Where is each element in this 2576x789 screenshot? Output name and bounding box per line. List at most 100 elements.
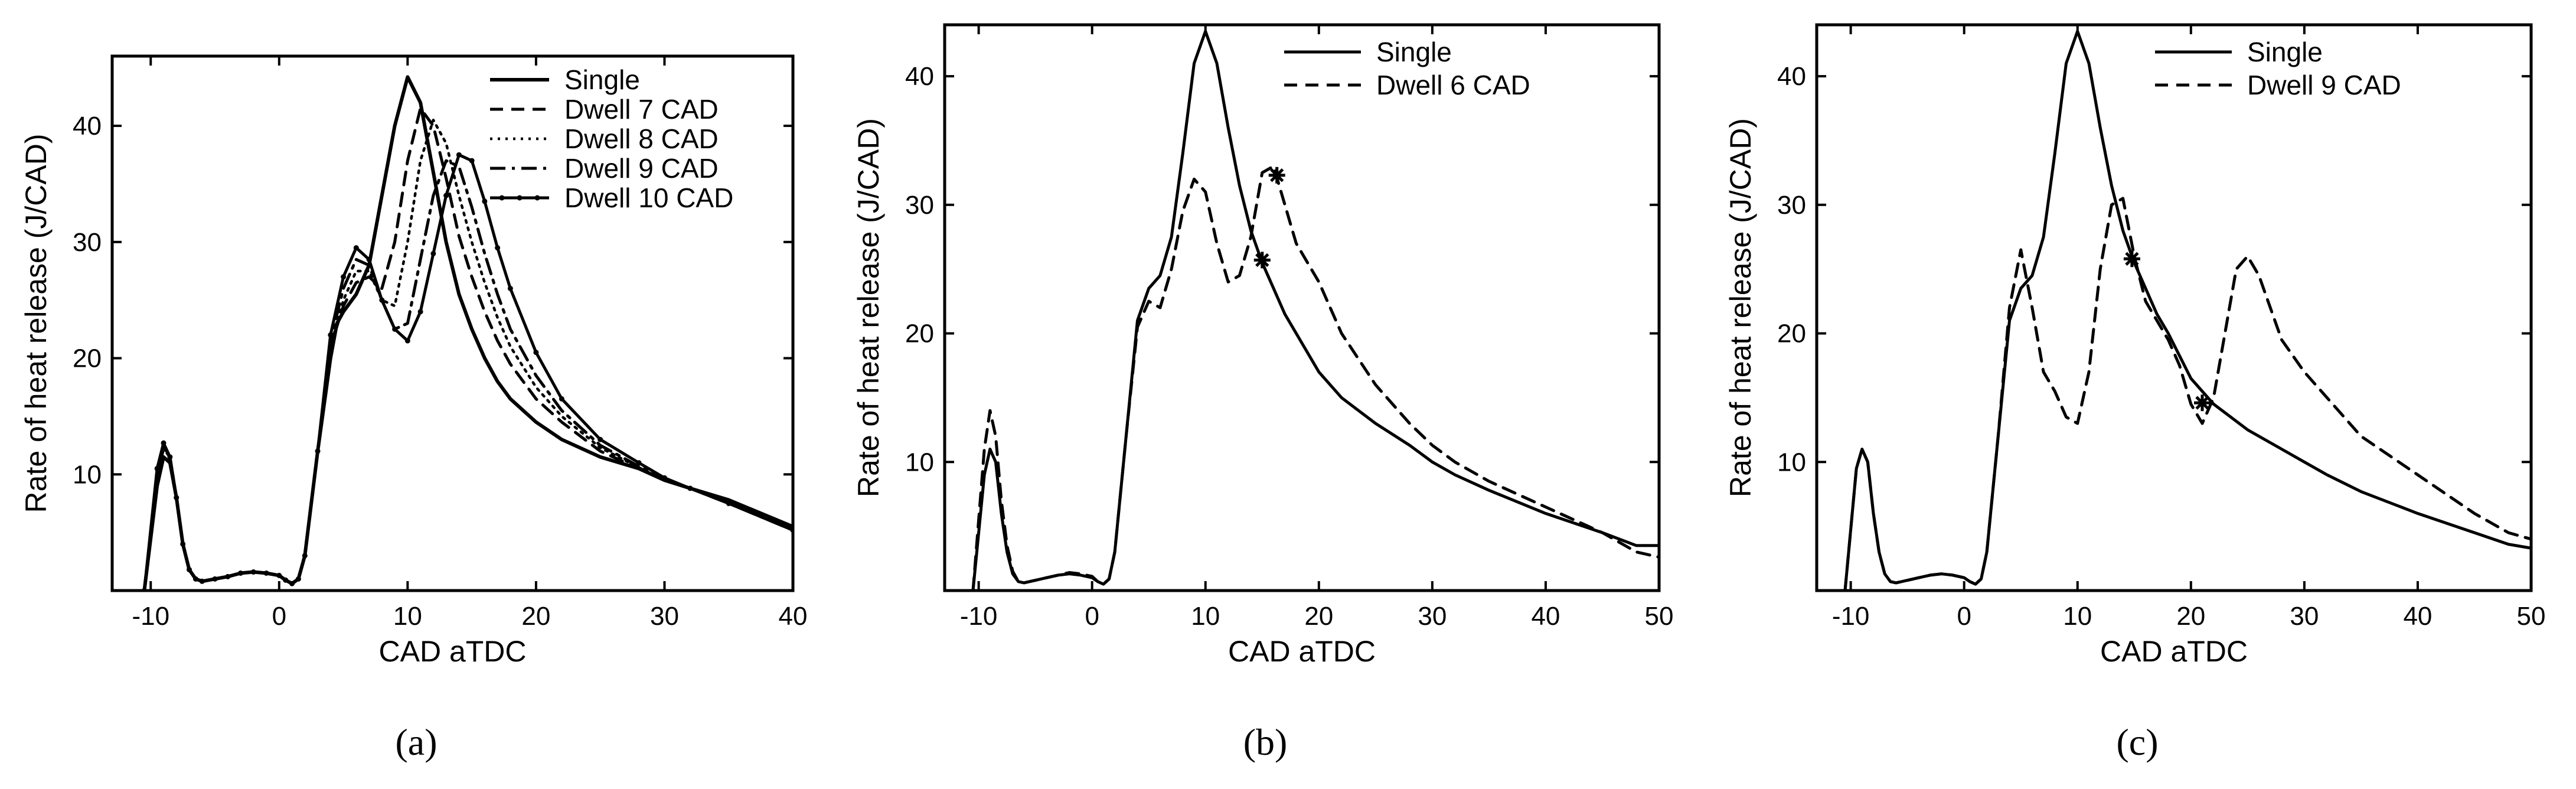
series-point	[250, 569, 256, 575]
y-tick-label: 40	[1777, 62, 1806, 91]
plot-frame	[1815, 23, 2533, 592]
series-point	[469, 158, 475, 164]
series-point	[141, 588, 147, 591]
legend-label-0: Single	[1376, 37, 1452, 67]
x-tick-label: 20	[1304, 602, 1333, 631]
legend-swatch-point	[499, 195, 505, 201]
x-tick-label: 0	[1957, 602, 1971, 631]
series-point	[790, 527, 793, 533]
plot-frame	[110, 54, 795, 592]
series-point	[661, 475, 667, 481]
series-point	[353, 245, 359, 251]
legend-label-1: Dwell 6 CAD	[1376, 70, 1530, 100]
y-axis-label: Rate of heat release (J/CAD)	[852, 118, 885, 497]
series-point	[180, 541, 186, 547]
panel-label: (b)	[1243, 721, 1288, 763]
series-point	[225, 573, 231, 579]
axis-ticks: -10 0 10 20 30 40 50 10 20 30 40	[1777, 25, 2545, 631]
panel-label: (a)	[395, 721, 437, 763]
axis-ticks: -10 0 10 20 30 40 50 10 20 30 40	[905, 25, 1673, 631]
x-tick-label: 20	[521, 602, 550, 631]
series-point	[559, 396, 564, 402]
plot-frame	[943, 23, 1661, 592]
series-line-1	[1843, 197, 2531, 591]
y-tick-label: 30	[905, 191, 934, 220]
y-axis-label: Rate of heat release (J/CAD)	[19, 134, 53, 513]
y-tick-label: 40	[73, 112, 102, 141]
x-tick-label: 10	[2063, 602, 2092, 631]
series-point	[238, 570, 244, 576]
x-tick-label: -10	[132, 602, 169, 631]
x-tick-label: 50	[2517, 602, 2546, 631]
series-line-0	[971, 30, 1659, 591]
y-tick-label: 10	[73, 460, 102, 489]
chart-panel-b: -10 0 10 20 30 40 50 10 20 30 40 CAD aTDC Rate of …	[852, 23, 1673, 763]
y-tick-label: 10	[905, 448, 934, 477]
y-tick-label: 30	[1777, 191, 1806, 220]
legend-label-4: Dwell 10 CAD	[564, 182, 733, 213]
x-tick-label: 40	[1531, 602, 1560, 631]
series-point	[430, 250, 436, 256]
series-point	[379, 297, 385, 303]
series-point	[341, 274, 347, 280]
legend-label-0: Single	[2247, 37, 2323, 67]
star-marker	[2194, 394, 2211, 412]
chart-panel-a: -10 0 10 20 30 40 10 20 30 40 CAD aTDC Rate of he…	[19, 54, 807, 763]
series-point	[726, 500, 732, 506]
series-point	[161, 440, 166, 446]
series-point	[404, 338, 410, 344]
y-tick-label: 20	[905, 319, 934, 348]
series-point	[289, 581, 295, 586]
legend-label-0: Single	[564, 64, 640, 95]
series-point	[174, 495, 179, 501]
y-axis-label: Rate of heat release (J/CAD)	[1724, 118, 1757, 497]
series-point	[495, 245, 501, 251]
star-marker	[1268, 167, 1285, 184]
x-tick-label: -10	[1832, 602, 1870, 631]
series-point	[295, 576, 301, 582]
series-point	[167, 454, 173, 460]
series-point	[199, 578, 205, 584]
x-tick-label: 20	[2176, 602, 2205, 631]
series-group	[971, 30, 1659, 591]
x-tick-label: 10	[393, 602, 422, 631]
series-point	[482, 198, 488, 204]
x-tick-label: 10	[1191, 602, 1220, 631]
y-tick-label: 20	[1777, 319, 1806, 348]
series-point	[392, 326, 398, 332]
legend-swatch-point	[517, 195, 523, 201]
star-marker	[1253, 252, 1271, 269]
x-axis-label: CAD aTDC	[2100, 635, 2248, 668]
x-tick-label: 40	[779, 602, 808, 631]
series-point	[276, 572, 282, 578]
series-point	[507, 285, 513, 291]
y-tick-label: 40	[905, 62, 934, 91]
x-tick-label: 30	[2290, 602, 2319, 631]
x-tick-label: 0	[272, 602, 286, 631]
markers-group	[2123, 250, 2211, 412]
panel-label: (c)	[2116, 721, 2158, 763]
x-axis-label: CAD aTDC	[1228, 635, 1376, 668]
series-point	[687, 485, 693, 491]
series-line-1	[971, 165, 1659, 591]
series-point	[328, 332, 334, 338]
series-point	[187, 567, 192, 573]
series-point	[192, 576, 198, 582]
y-tick-label: 20	[73, 344, 102, 373]
x-axis-label: CAD aTDC	[378, 635, 526, 668]
series-point	[302, 553, 308, 559]
series-point	[417, 309, 423, 315]
star-marker	[2123, 250, 2140, 268]
legend-label-1: Dwell 9 CAD	[2247, 70, 2401, 100]
series-point	[283, 577, 289, 583]
series-point	[456, 152, 462, 158]
series-point	[366, 256, 372, 262]
axis-ticks: -10 0 10 20 30 40 10 20 30 40	[73, 56, 807, 631]
series-point	[212, 576, 218, 582]
series-point	[533, 350, 539, 356]
y-tick-label: 10	[1777, 448, 1806, 477]
x-tick-label: 30	[1418, 602, 1447, 631]
